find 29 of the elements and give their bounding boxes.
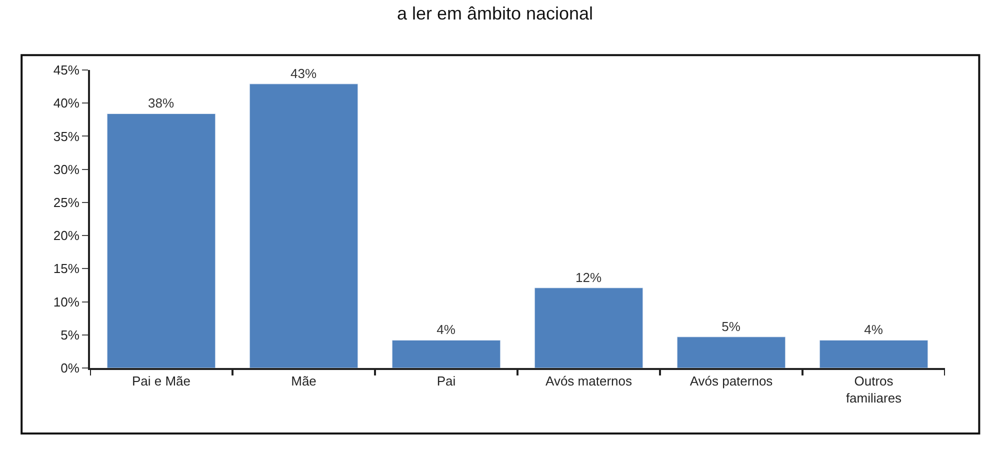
x-tick-label: Outros familiares — [846, 374, 902, 406]
x-tick-label: Avós maternos — [546, 374, 632, 389]
bar — [534, 288, 644, 368]
y-tick-label: 40% — [53, 96, 80, 111]
data-label: 4% — [864, 322, 884, 338]
bar — [249, 84, 358, 368]
bar — [392, 340, 501, 368]
data-label: 38% — [148, 96, 174, 111]
y-tick-label: 45% — [53, 62, 80, 78]
x-tick-label: Pai e Mãe — [132, 374, 191, 389]
x-tick-label: Avós paternos — [690, 374, 774, 389]
y-tick-label: 20% — [53, 228, 80, 244]
data-label: 5% — [722, 318, 741, 334]
bar — [106, 113, 216, 368]
y-tick-label: 25% — [53, 194, 80, 210]
y-tick-label: 30% — [53, 162, 80, 177]
y-tick-label: 35% — [53, 128, 80, 144]
data-label: 43% — [290, 66, 317, 81]
y-tick-label: 15% — [53, 261, 80, 276]
x-tick-label: Mãe — [291, 374, 316, 389]
y-tick-label: 0% — [60, 360, 80, 376]
chart-title: a ler em âmbito nacional — [396, 3, 594, 24]
y-tick-label: 5% — [60, 327, 80, 342]
bar — [676, 336, 786, 368]
data-label: 4% — [436, 322, 456, 338]
x-tick-label: Pai — [436, 374, 456, 389]
bar — [819, 340, 928, 368]
y-tick-label: 10% — [53, 294, 80, 310]
data-label: 12% — [576, 270, 602, 285]
